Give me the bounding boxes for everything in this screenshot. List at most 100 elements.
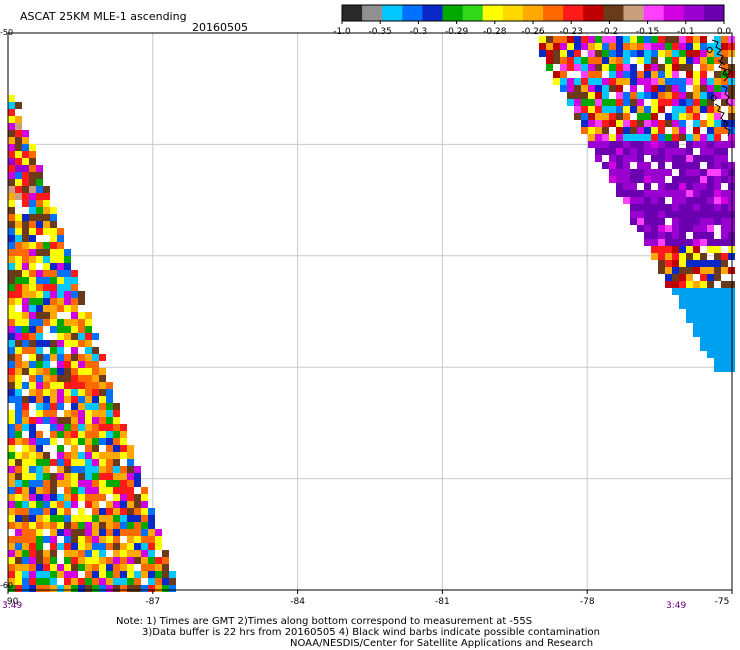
swath-cell [22,249,29,256]
swath-cell [15,123,22,130]
swath-cell [707,344,714,351]
swath-cell [623,113,630,120]
swath-cell [85,445,92,452]
swath-cell [71,564,78,571]
swath-cell [162,564,169,571]
swath-cell [148,557,155,564]
swath-cell [8,312,15,319]
swath-cell [78,543,85,550]
swath-cell [50,382,57,389]
swath-cell [693,78,700,85]
swath-cell [127,578,134,585]
swath-cell [113,410,120,417]
swath-cell [71,431,78,438]
swath-cell [15,326,22,333]
swath-cell [651,134,658,141]
swath-cell [658,127,665,134]
swath-cell [665,239,672,246]
swath-cell [15,102,22,109]
swath-cell [672,218,679,225]
swath-cell [43,193,50,200]
swath-cell [15,368,22,375]
swath-cell [29,326,36,333]
swath-cell [637,78,644,85]
swath-cell [644,183,651,190]
swath-cell [651,106,658,113]
swath-cell [588,127,595,134]
swath-cell [64,270,71,277]
swath-cell [581,113,588,120]
swath-cell [99,557,106,564]
swath-cell [679,176,686,183]
left-swath [8,95,176,592]
swath-cell [22,459,29,466]
swath-cell [29,557,36,564]
swath-cell [707,211,714,218]
swath-cell [64,284,71,291]
colorbar-swatch [462,5,484,21]
swath-cell [22,571,29,578]
swath-cell [15,256,22,263]
swath-cell [714,295,721,302]
swath-cell [120,585,127,592]
swath-cell [148,543,155,550]
swath-cell [8,200,15,207]
swath-cell [588,85,595,92]
swath-cell [64,361,71,368]
swath-cell [106,571,113,578]
swath-cell [120,571,127,578]
swath-cell [672,190,679,197]
swath-cell [22,578,29,585]
swath-cell [672,92,679,99]
colorbar-swatch [382,5,403,21]
swath-cell [50,305,57,312]
swath-cell [134,494,141,501]
swath-cell [29,319,36,326]
swath-cell [8,578,15,585]
swath-cell [658,253,665,260]
swath-cell [85,389,92,396]
swath-cell [595,148,602,155]
swath-cell [721,78,728,85]
swath-cell [50,585,57,592]
swath-cell [43,571,50,578]
swath-cell [630,99,637,106]
swath-cell [651,239,658,246]
swath-cell [43,207,50,214]
swath-cell [651,197,658,204]
swath-cell [36,501,43,508]
swath-cell [672,281,679,288]
swath-cell [707,337,714,344]
swath-cell [29,151,36,158]
y-tick-label: -60 [0,581,14,590]
swath-cell [29,536,36,543]
swath-cell [581,127,588,134]
swath-cell [155,536,162,543]
swath-cell [679,106,686,113]
swath-cell [29,270,36,277]
swath-cell [29,263,36,270]
swath-cell [36,410,43,417]
swath-cell [36,207,43,214]
swath-cell [651,71,658,78]
swath-cell [630,197,637,204]
colorbar-tick-label: -0.1 [677,27,695,37]
swath-cell [22,403,29,410]
swath-cell [560,64,567,71]
swath-cell [693,99,700,106]
swath-cell [602,127,609,134]
swath-cell [78,326,85,333]
swath-cell [679,64,686,71]
swath-cell [85,375,92,382]
swath-cell [693,134,700,141]
swath-cell [651,253,658,260]
swath-cell [43,186,50,193]
swath-cell [78,361,85,368]
swath-cell [85,529,92,536]
swath-cell [700,211,707,218]
swath-cell [120,487,127,494]
swath-cell [155,529,162,536]
swath-cell [686,71,693,78]
